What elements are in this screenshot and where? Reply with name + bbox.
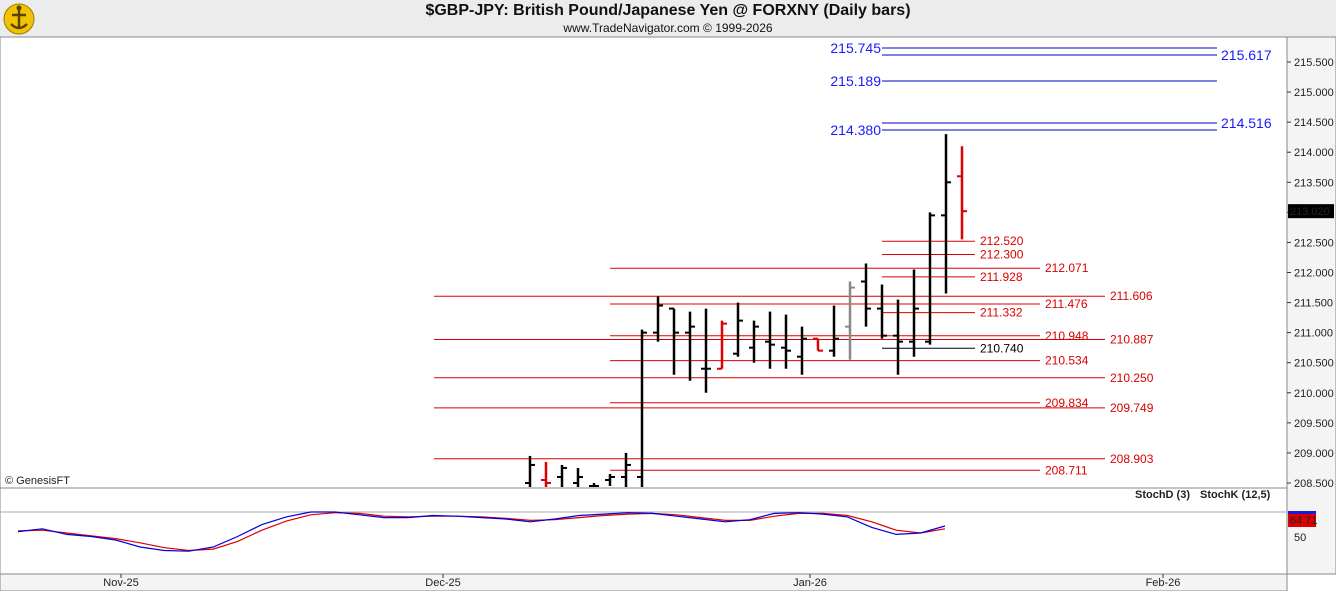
blue-level-label: 215.745	[830, 40, 881, 56]
price-pane	[0, 36, 1288, 489]
ohlc-bar	[749, 320, 759, 363]
stoch-tick-label: 50	[1294, 532, 1306, 544]
red-level-label: 211.606	[1110, 289, 1153, 303]
price-tick-label: 209.000	[1294, 448, 1334, 460]
ohlc-bar	[781, 314, 791, 369]
red-level-label: 211.332	[980, 306, 1023, 320]
stoch-k-legend: StochK (12,5)	[1200, 489, 1271, 501]
time-axis-labels: Nov-25 Dec-25 Jan-26 Feb-26	[103, 574, 1180, 589]
stoch-d-line	[17, 512, 946, 552]
watermark: © GenesisFT	[5, 475, 70, 487]
time-tick-label: Jan-26	[793, 577, 827, 589]
ohlc-bar	[909, 269, 919, 357]
last-price-label: 213.020	[1290, 206, 1330, 218]
chart-title: $GBP-JPY: British Pound/Japanese Yen @ F…	[425, 2, 911, 19]
stochastic-lines: 50 64.71	[17, 511, 1318, 552]
ohlc-bar	[717, 320, 727, 370]
price-tick-label: 215.000	[1294, 87, 1334, 99]
ohlc-bar	[669, 307, 679, 375]
price-tick-label: 210.000	[1294, 388, 1334, 400]
ohlc-bar	[797, 326, 807, 375]
last-price-badge	[1288, 204, 1334, 219]
red-level-label: 210.887	[1110, 332, 1154, 346]
price-tick-label: 215.500	[1294, 57, 1334, 69]
stoch-k-line	[17, 511, 946, 552]
time-tick-label: Nov-25	[103, 577, 138, 589]
ohlc-bar	[621, 452, 631, 487]
ohlc-bar	[765, 311, 775, 369]
blue-level-label: 215.617	[1221, 47, 1272, 63]
ohlc-bar	[605, 473, 615, 487]
navigator-logo-icon	[3, 3, 35, 35]
price-tick-label: 212.500	[1294, 237, 1334, 249]
red-level-label: 208.903	[1110, 452, 1154, 466]
chart-subtitle: www.TradeNavigator.com © 1999-2026	[563, 21, 773, 35]
ohlc-bar	[845, 281, 855, 360]
red-level-label: 210.534	[1045, 354, 1089, 368]
ohlc-bar	[653, 296, 663, 342]
ohlc-bar	[893, 299, 903, 375]
ohlc-bar	[813, 337, 823, 352]
stoch-k-marker	[1288, 511, 1316, 514]
ohlc-bar	[733, 302, 743, 357]
blue-level-label: 215.189	[830, 73, 881, 89]
red-level-label: 208.711	[1045, 463, 1088, 477]
ohlc-bar	[925, 212, 935, 345]
ohlc-bar	[861, 263, 871, 327]
price-tick-label: 214.000	[1294, 147, 1334, 159]
red-level-label: 212.300	[980, 247, 1024, 261]
price-tick-label: 209.500	[1294, 418, 1334, 430]
time-tick-label: Dec-25	[425, 577, 460, 589]
time-tick-label: Feb-26	[1146, 577, 1181, 589]
blue-level-label: 214.516	[1221, 115, 1272, 131]
stoch-last-badge	[1288, 513, 1316, 527]
black-level-label: 210.740	[980, 341, 1024, 355]
red-level-label: 211.928	[980, 270, 1023, 284]
red-level-label: 212.071	[1045, 261, 1089, 275]
time-axis	[0, 573, 1288, 591]
stochastic-pane	[0, 487, 1288, 575]
price-tick-label: 210.500	[1294, 358, 1334, 370]
ohlc-bar	[525, 455, 535, 487]
price-tick-label: 211.500	[1294, 298, 1333, 310]
ohlc-bar	[557, 464, 567, 487]
price-tick-label: 213.500	[1294, 177, 1334, 189]
ohlc-bar	[541, 461, 551, 487]
price-axis-ticks: 215.500 215.000 214.500 214.000 213.500 213.0…	[1287, 57, 1334, 490]
ohlc-bar	[957, 146, 967, 240]
stoch-last-label: 64.71	[1290, 515, 1318, 527]
ohlc-bar	[701, 308, 711, 393]
ohlc-bar	[589, 483, 599, 488]
price-tick-label: 211.000	[1294, 328, 1333, 340]
price-tick-label: 212.000	[1294, 268, 1334, 280]
ohlc-bar	[829, 305, 839, 357]
ohlc-bar	[637, 329, 647, 487]
price-tick-label: 214.500	[1294, 117, 1334, 129]
ohlc-bar	[573, 467, 583, 487]
price-tick-label: 208.500	[1294, 478, 1334, 490]
price-bars	[525, 134, 967, 488]
price-axis	[1286, 36, 1336, 575]
red-level-label: 210.948	[1045, 329, 1089, 343]
blue-level-label: 214.380	[830, 122, 881, 138]
red-level-label: 209.834	[1045, 396, 1089, 410]
stoch-d-legend: StochD (3)	[1135, 489, 1190, 501]
red-level-label: 211.476	[1045, 297, 1088, 311]
ohlc-bar	[685, 311, 695, 381]
ohlc-bar	[877, 284, 887, 339]
red-level-label: 210.250	[1110, 371, 1154, 385]
chart-header: $GBP-JPY: British Pound/Japanese Yen @ F…	[0, 0, 1336, 37]
ohlc-bar	[941, 134, 951, 294]
red-level-label: 209.749	[1110, 401, 1154, 415]
red-level-label: 212.520	[980, 234, 1024, 248]
